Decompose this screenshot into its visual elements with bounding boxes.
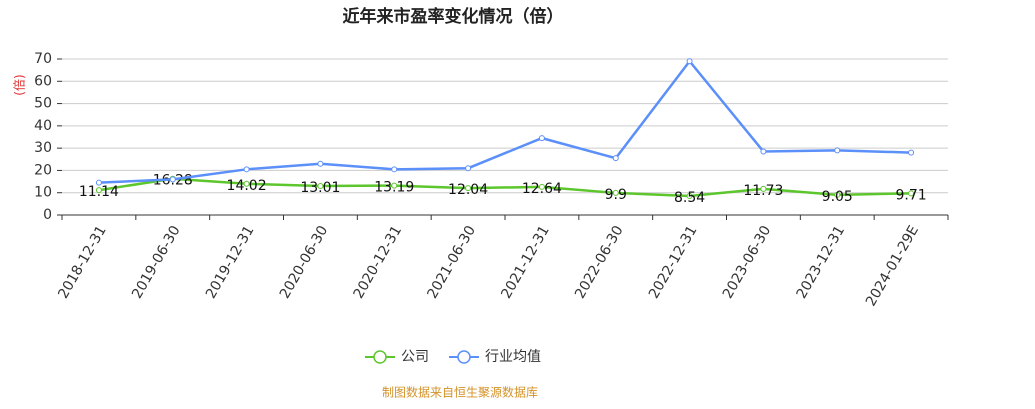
data-label: 12.04 [448, 182, 488, 198]
data-point [95, 187, 102, 194]
data-label: 11.14 [79, 184, 119, 200]
x-tick-label: 2023-12-31 [794, 223, 849, 301]
y-tick-label: 30 [34, 140, 52, 156]
data-label: 11.73 [743, 183, 783, 199]
data-point [465, 185, 472, 192]
y-tick-label: 0 [43, 207, 52, 223]
y-tick-label: 50 [34, 96, 52, 112]
legend-label: 行业均值 [485, 349, 541, 365]
y-tick-label: 70 [34, 51, 52, 67]
x-tick-label: 2019-12-31 [203, 223, 258, 301]
legend-symbol [457, 350, 471, 364]
x-tick-label: 2020-06-30 [277, 223, 332, 301]
data-point [465, 165, 472, 172]
x-tick-label: 2020-12-31 [351, 223, 406, 301]
data-point [908, 149, 915, 156]
data-point [686, 58, 693, 65]
series-line [98, 59, 912, 184]
x-tick-label: 2021-06-30 [424, 223, 479, 301]
data-point [391, 166, 398, 173]
data-point [538, 135, 545, 142]
y-tick-label: 10 [34, 185, 52, 201]
y-tick-label: 20 [34, 162, 52, 178]
data-point [317, 160, 324, 167]
x-tick-label: 2019-06-30 [129, 223, 184, 301]
y-tick-label: 60 [34, 73, 52, 89]
x-tick-label: 2024-01-29E [863, 223, 922, 309]
legend-symbol [373, 350, 387, 364]
x-tick-label: 2023-06-30 [720, 223, 775, 301]
data-point [834, 147, 841, 154]
data-point [243, 166, 250, 173]
data-point [95, 179, 102, 186]
data-point [169, 176, 176, 183]
data-label: 9.71 [895, 187, 926, 203]
data-point [243, 180, 250, 187]
y-axis-label: (倍) [12, 74, 27, 95]
data-point [391, 182, 398, 189]
data-label: 9.05 [822, 189, 853, 205]
data-point [908, 190, 915, 197]
data-label: 8.54 [674, 190, 705, 206]
data-point [612, 189, 619, 196]
data-point [760, 148, 767, 155]
data-point [686, 192, 693, 199]
source-note: 制图数据来自恒生聚源数据库 [382, 385, 538, 400]
y-tick-label: 40 [34, 118, 52, 134]
data-point [538, 183, 545, 190]
series-line [98, 177, 912, 198]
chart-title: 近年来市盈率变化情况（倍） [343, 6, 564, 27]
data-point [317, 183, 324, 190]
data-point [612, 155, 619, 162]
data-label: 13.19 [374, 180, 414, 196]
legend-label: 公司 [401, 349, 429, 365]
data-label: 13.01 [300, 180, 340, 196]
data-label: 14.02 [227, 178, 267, 194]
data-point [834, 191, 841, 198]
data-label: 12.64 [522, 181, 562, 197]
x-tick-label: 2022-12-31 [646, 223, 701, 301]
x-tick-label: 2021-12-31 [498, 223, 553, 301]
data-label: 9.9 [605, 187, 627, 203]
x-tick-label: 2022-06-30 [572, 223, 627, 301]
x-tick-label: 2018-12-31 [55, 223, 110, 301]
data-point [760, 185, 767, 192]
